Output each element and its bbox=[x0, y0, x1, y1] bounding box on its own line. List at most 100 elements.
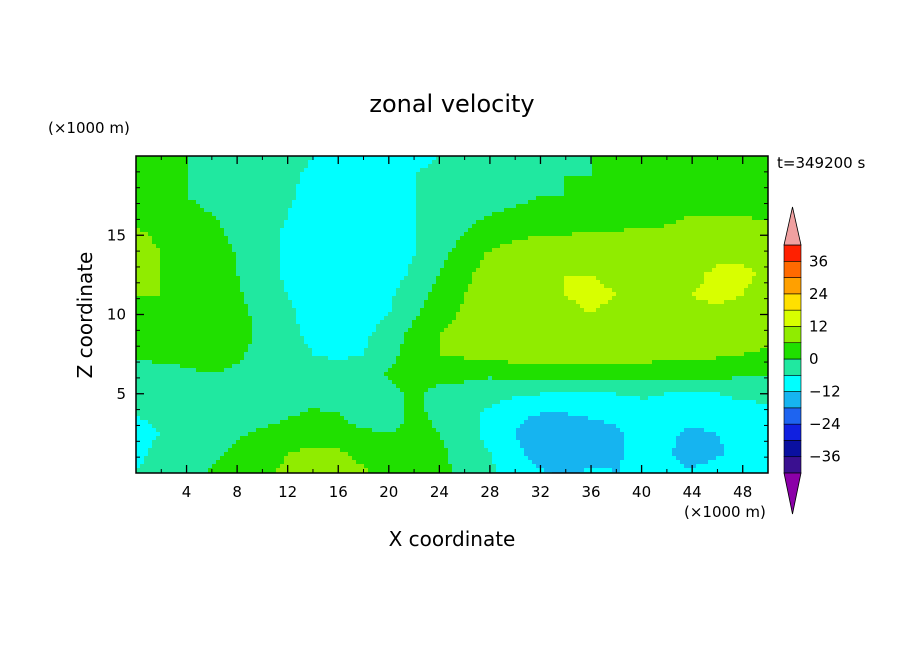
field-cell bbox=[660, 236, 665, 241]
field-cell bbox=[188, 200, 193, 205]
field-cell bbox=[432, 172, 437, 177]
field-cell bbox=[664, 168, 669, 173]
field-cell bbox=[256, 216, 261, 221]
field-cell bbox=[156, 280, 161, 285]
field-cell bbox=[244, 176, 249, 181]
field-cell bbox=[556, 268, 561, 273]
field-cell bbox=[716, 252, 721, 257]
field-cell bbox=[528, 196, 533, 201]
field-cell bbox=[220, 160, 225, 165]
field-cell bbox=[412, 216, 417, 221]
field-cell bbox=[732, 228, 737, 233]
field-cell bbox=[472, 212, 477, 217]
field-cell bbox=[184, 200, 189, 205]
field-cell bbox=[296, 216, 301, 221]
field-cell bbox=[580, 220, 585, 225]
field-cell bbox=[556, 276, 561, 281]
field-cell bbox=[708, 240, 713, 245]
field-cell bbox=[204, 172, 209, 177]
field-cell bbox=[376, 224, 381, 229]
field-cell bbox=[376, 220, 381, 225]
field-cell bbox=[624, 176, 629, 181]
field-cell bbox=[296, 172, 301, 177]
field-cell bbox=[644, 228, 649, 233]
field-cell bbox=[688, 184, 693, 189]
field-cell bbox=[696, 276, 701, 281]
field-cell bbox=[448, 216, 453, 221]
field-cell bbox=[600, 240, 605, 245]
field-cell bbox=[748, 260, 753, 265]
field-cell bbox=[404, 208, 409, 213]
field-cell bbox=[292, 208, 297, 213]
field-cell bbox=[500, 168, 505, 173]
field-cell bbox=[404, 216, 409, 221]
field-cell bbox=[524, 156, 529, 161]
field-cell bbox=[376, 200, 381, 205]
field-cell bbox=[664, 160, 669, 165]
field-cell bbox=[184, 176, 189, 181]
field-cell bbox=[264, 240, 269, 245]
field-cell bbox=[360, 240, 365, 245]
field-cell bbox=[740, 208, 745, 213]
field-cell bbox=[340, 196, 345, 201]
field-cell bbox=[480, 276, 485, 281]
field-cell bbox=[196, 184, 201, 189]
field-cell bbox=[736, 268, 741, 273]
field-cell bbox=[436, 188, 441, 193]
field-cell bbox=[204, 280, 209, 285]
field-cell bbox=[444, 208, 449, 213]
field-cell bbox=[564, 204, 569, 209]
field-cell bbox=[736, 240, 741, 245]
field-cell bbox=[716, 188, 721, 193]
field-cell bbox=[564, 236, 569, 241]
field-cell bbox=[752, 216, 757, 221]
field-cell bbox=[224, 208, 229, 213]
field-cell bbox=[284, 184, 289, 189]
field-cell bbox=[676, 180, 681, 185]
field-cell bbox=[500, 248, 505, 253]
field-cell bbox=[328, 248, 333, 253]
field-cell bbox=[624, 276, 629, 281]
field-cell bbox=[704, 276, 709, 281]
field-cell bbox=[676, 164, 681, 169]
field-cell bbox=[592, 256, 597, 261]
field-cell bbox=[720, 252, 725, 257]
field-cell bbox=[152, 268, 157, 273]
field-cell bbox=[604, 200, 609, 205]
field-cell bbox=[652, 208, 657, 213]
field-cell bbox=[676, 160, 681, 165]
field-cell bbox=[608, 168, 613, 173]
field-cell bbox=[260, 204, 265, 209]
field-cell bbox=[696, 160, 701, 165]
field-cell bbox=[252, 196, 257, 201]
field-cell bbox=[156, 232, 161, 237]
field-cell bbox=[692, 212, 697, 217]
field-cell bbox=[424, 236, 429, 241]
field-cell bbox=[584, 232, 589, 237]
field-cell bbox=[668, 208, 673, 213]
field-cell bbox=[656, 184, 661, 189]
field-cell bbox=[176, 160, 181, 165]
field-cell bbox=[292, 216, 297, 221]
field-cell bbox=[424, 180, 429, 185]
field-cell bbox=[508, 272, 513, 277]
field-cell bbox=[484, 216, 489, 221]
field-cell bbox=[604, 236, 609, 241]
field-cell bbox=[608, 224, 613, 229]
field-cell bbox=[652, 224, 657, 229]
field-cell bbox=[716, 232, 721, 237]
field-cell bbox=[176, 196, 181, 201]
field-cell bbox=[640, 196, 645, 201]
field-cell bbox=[636, 216, 641, 221]
field-cell bbox=[708, 160, 713, 165]
field-cell bbox=[220, 180, 225, 185]
field-cell bbox=[212, 228, 217, 233]
field-cell bbox=[508, 260, 513, 265]
field-cell bbox=[248, 208, 253, 213]
field-cell bbox=[692, 264, 697, 269]
field-cell bbox=[320, 204, 325, 209]
field-cell bbox=[176, 220, 181, 225]
field-cell bbox=[604, 164, 609, 169]
field-cell bbox=[276, 244, 281, 249]
field-cell bbox=[572, 180, 577, 185]
